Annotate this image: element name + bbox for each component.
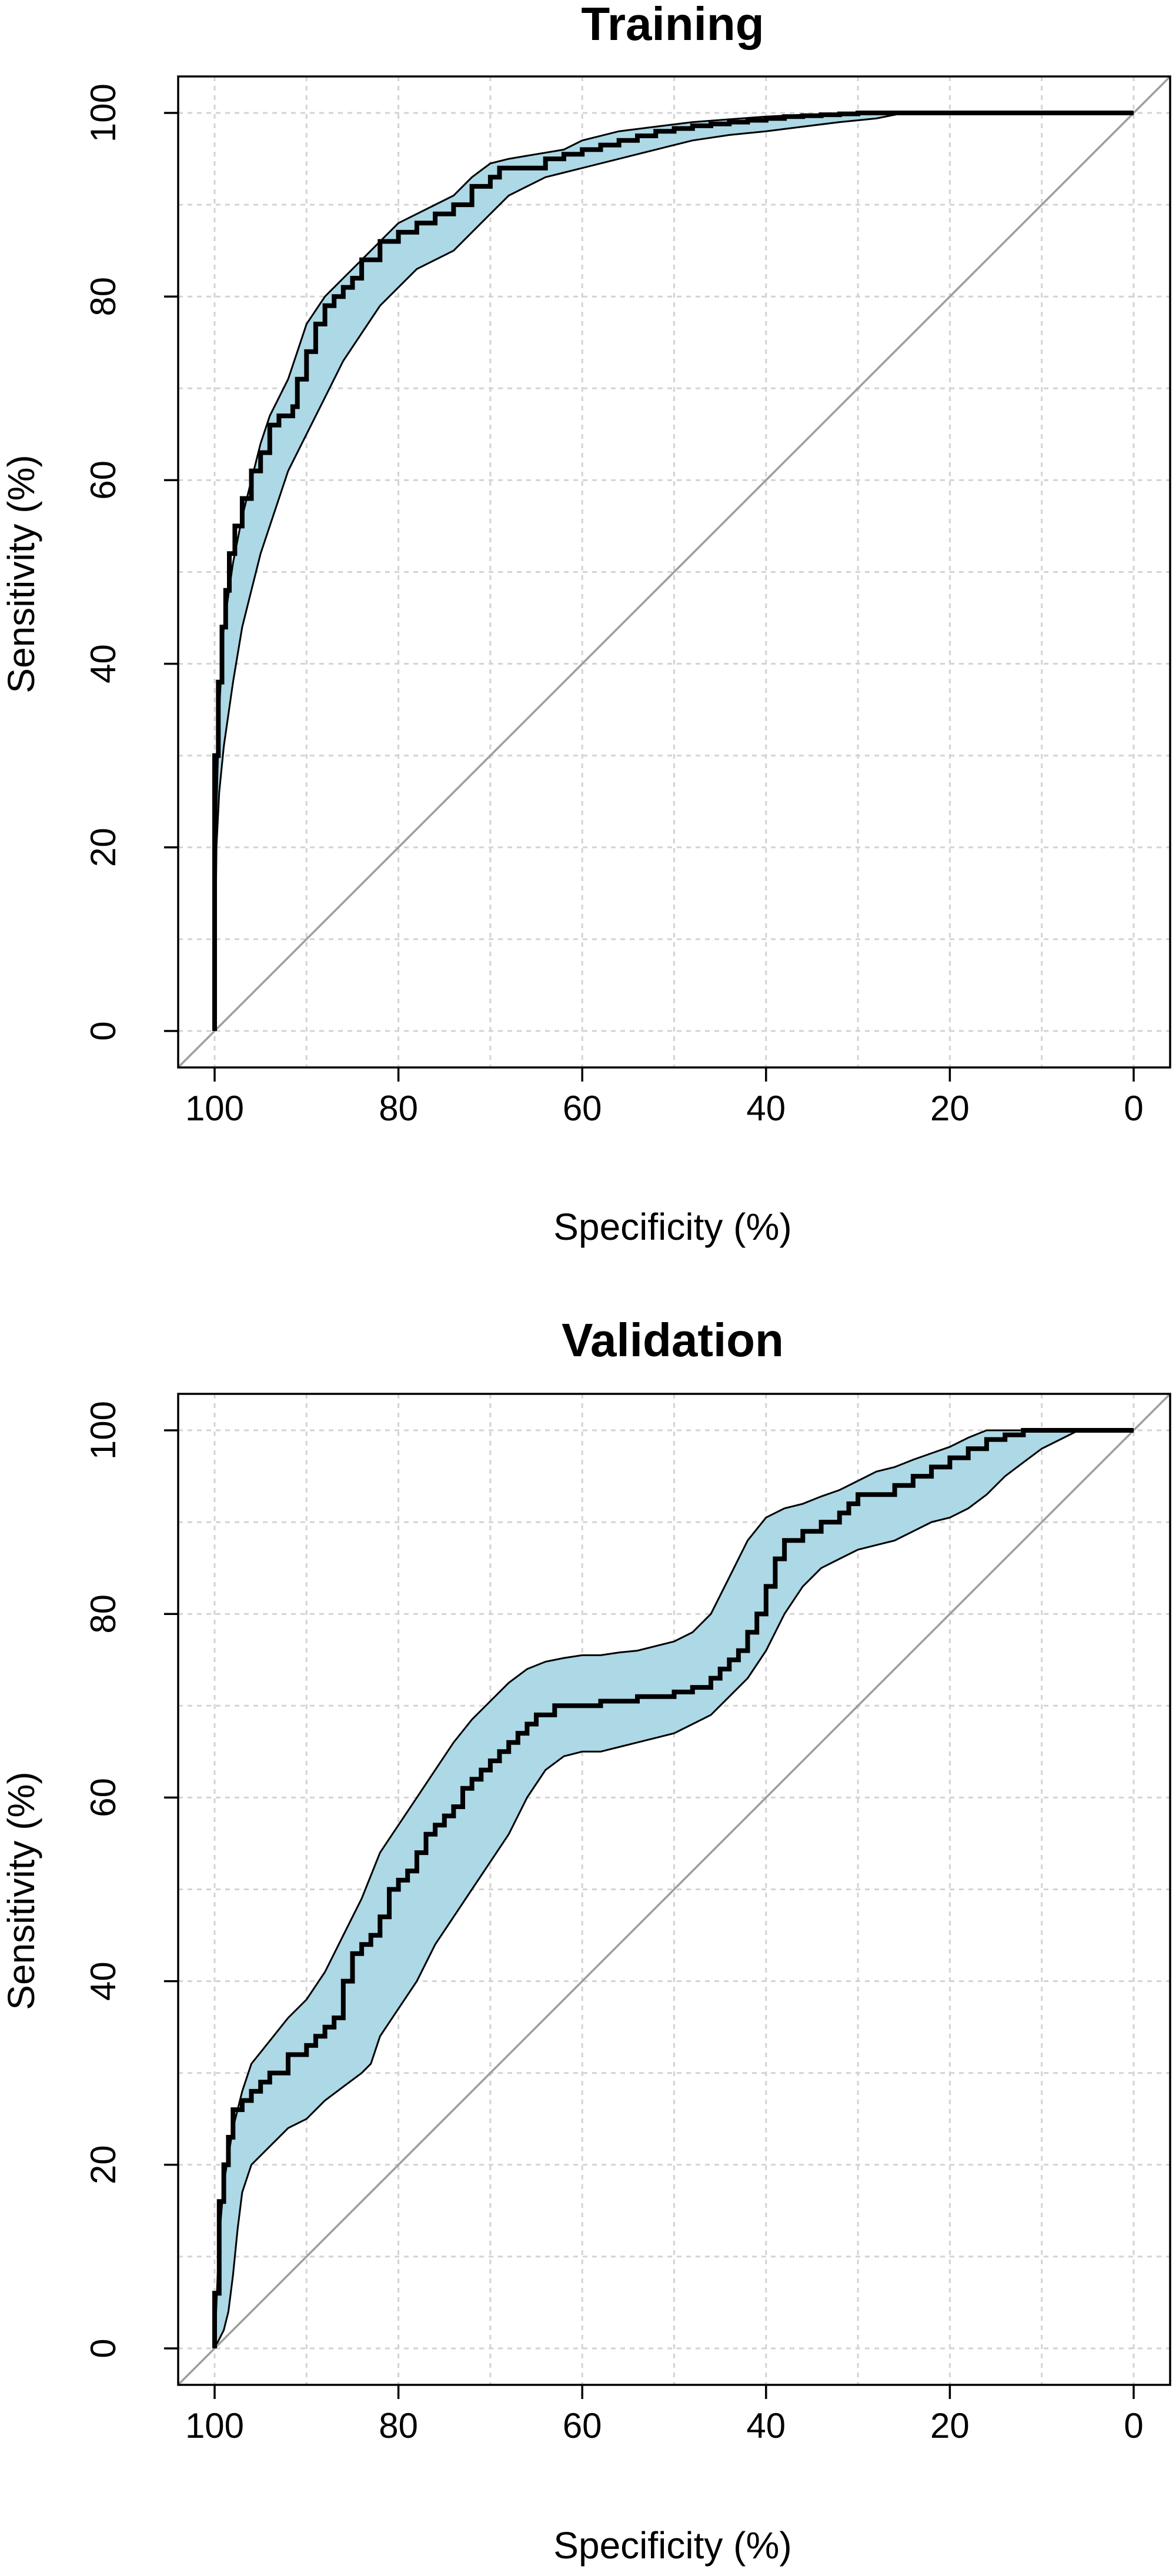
validation-y-tick-label-40: 40 <box>83 1961 123 2001</box>
training-y-tick-label-60: 60 <box>83 461 123 500</box>
training-y-tick-label-100: 100 <box>83 84 123 142</box>
validation-x-axis: 100 80 60 40 20 0 <box>185 2385 1144 2445</box>
validation-y-tick-label-0: 0 <box>83 2338 123 2358</box>
training-y-axis-label: Sensitivity (%) <box>0 455 42 693</box>
training-chart-panel: Training 100 80 60 40 20 0 0 20 40 60 80 100 Speci… <box>0 0 1171 1248</box>
validation-x-tick-label-20: 20 <box>930 2406 970 2445</box>
validation-chart-panel: Validation 100 80 60 40 20 0 0 20 40 60 80 100 Spe… <box>0 1314 1171 2567</box>
validation-y-axis-label: Sensitivity (%) <box>0 1771 42 2010</box>
training-x-axis-label: Specificity (%) <box>553 1206 791 1248</box>
validation-chart-title: Validation <box>562 1314 784 1366</box>
training-roc-curve-group <box>212 111 1134 1031</box>
training-y-axis: 0 20 40 60 80 100 <box>83 84 178 1041</box>
validation-y-tick-label-80: 80 <box>83 1594 123 1634</box>
training-x-tick-label-0: 0 <box>1124 1089 1143 1128</box>
training-x-tick-label-80: 80 <box>379 1089 418 1128</box>
validation-plot-frame <box>177 1393 1171 2386</box>
validation-y-tick-label-60: 60 <box>83 1778 123 1817</box>
validation-reference-diagonal <box>177 1393 1171 2386</box>
training-x-axis: 100 80 60 40 20 0 <box>185 1067 1144 1128</box>
training-reference-diagonal <box>177 75 1171 1069</box>
validation-x-tick-label-100: 100 <box>185 2406 244 2445</box>
validation-y-axis: 0 20 40 60 80 100 <box>83 1401 178 2358</box>
training-x-tick-label-100: 100 <box>185 1089 244 1128</box>
training-y-tick-label-40: 40 <box>83 644 123 683</box>
training-x-tick-label-40: 40 <box>746 1089 786 1128</box>
validation-x-tick-label-80: 80 <box>379 2406 418 2445</box>
validation-x-axis-label: Specificity (%) <box>553 2524 791 2567</box>
training-chart-title: Training <box>581 0 764 50</box>
training-x-tick-label-60: 60 <box>563 1089 602 1128</box>
training-ci-area <box>213 112 1134 1032</box>
training-ci-band <box>213 112 1134 1032</box>
training-roc-curve <box>212 111 1134 1031</box>
validation-y-tick-label-20: 20 <box>83 2145 123 2184</box>
training-y-tick-label-80: 80 <box>83 277 123 316</box>
training-x-tick-label-20: 20 <box>930 1089 970 1128</box>
validation-x-tick-label-0: 0 <box>1124 2406 1143 2445</box>
validation-roc-curve <box>212 1428 1134 2348</box>
training-y-tick-label-20: 20 <box>83 827 123 867</box>
training-y-tick-label-0: 0 <box>83 1021 123 1040</box>
validation-x-tick-label-60: 60 <box>563 2406 602 2445</box>
validation-x-tick-label-40: 40 <box>746 2406 786 2445</box>
validation-roc-curve-group <box>212 1428 1134 2348</box>
training-plot-frame <box>177 75 1171 1069</box>
validation-y-tick-label-100: 100 <box>83 1401 123 1460</box>
